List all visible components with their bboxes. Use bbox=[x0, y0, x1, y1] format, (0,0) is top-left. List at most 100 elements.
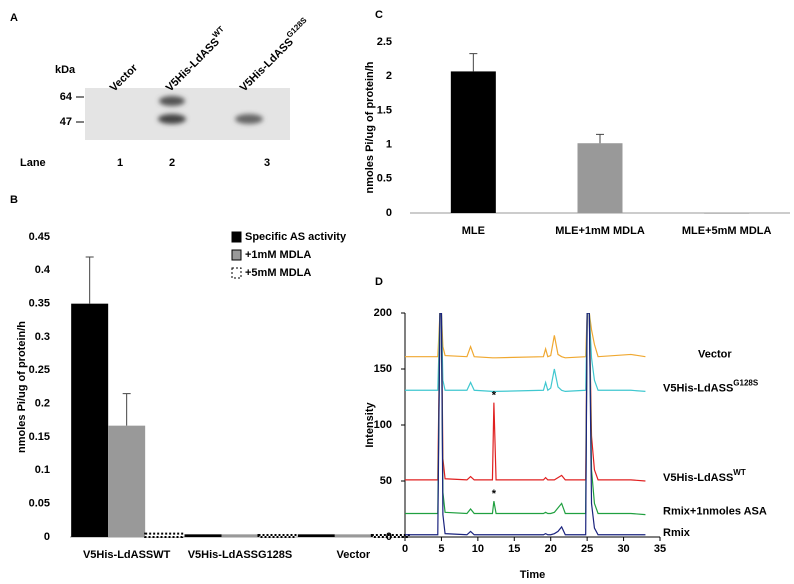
blot-band bbox=[235, 114, 263, 124]
y-tick-label: 0 bbox=[386, 207, 392, 219]
legend-label: +1mM MDLA bbox=[245, 249, 311, 261]
lane-title: Lane bbox=[20, 157, 46, 169]
unit-label: kDa bbox=[55, 64, 76, 76]
lane-number: 3 bbox=[264, 157, 270, 169]
legend-swatch bbox=[231, 249, 242, 261]
y-tick-label: 0.4 bbox=[35, 264, 51, 276]
y-tick-label: 2.5 bbox=[377, 36, 392, 48]
y-tick-label: 1 bbox=[386, 139, 392, 151]
error-bar bbox=[596, 133, 604, 144]
series-label: Vector bbox=[698, 349, 732, 361]
x-tick-label: 35 bbox=[654, 543, 666, 555]
annotation: * bbox=[492, 488, 497, 500]
lane-label-base: V5His-LdASS bbox=[164, 36, 222, 94]
bar bbox=[334, 534, 372, 537]
panel-label: C bbox=[375, 9, 383, 21]
lane-label-base: V5His-LdASS bbox=[238, 36, 296, 94]
y-tick-label: 50 bbox=[380, 475, 392, 487]
series-label-base: Vector bbox=[698, 349, 732, 361]
error-bar bbox=[469, 53, 478, 72]
y-tick-label: 1.5 bbox=[377, 104, 392, 116]
x-tick-label: 15 bbox=[508, 543, 520, 555]
series-label-base: Rmix bbox=[663, 527, 691, 539]
panel-label: B bbox=[10, 194, 18, 206]
legend-swatch bbox=[231, 231, 242, 243]
x-tick-label: V5His-LdASSWT bbox=[83, 549, 171, 561]
blot-band bbox=[159, 96, 185, 106]
x-axis-label: Time bbox=[520, 569, 545, 581]
series-label: V5His-LdASSWT bbox=[663, 468, 746, 484]
x-tick-label: 10 bbox=[472, 543, 484, 555]
y-tick-label: 200 bbox=[374, 307, 392, 319]
annotation: * bbox=[492, 390, 497, 402]
blot-membrane bbox=[85, 88, 290, 140]
x-tick-label: V5His-LdASSG128S bbox=[188, 549, 293, 561]
y-tick-label: 0.15 bbox=[29, 431, 50, 443]
y-tick-label: 0.35 bbox=[29, 298, 50, 310]
plot-area bbox=[405, 313, 646, 536]
y-axis-label: Intensity bbox=[364, 402, 376, 448]
x-tick-label: MLE bbox=[462, 225, 485, 237]
x-tick-label: 20 bbox=[545, 543, 557, 555]
y-tick-label: 0.5 bbox=[377, 173, 392, 185]
lane-label: V5His-LdASSG128S bbox=[235, 15, 314, 94]
series-label: Rmix+1nmoles ASA bbox=[663, 505, 767, 517]
series-label-sup: G128S bbox=[733, 378, 759, 387]
error-bar bbox=[85, 256, 94, 304]
y-tick-label: 0.05 bbox=[29, 498, 50, 510]
blot-band bbox=[158, 114, 186, 124]
y-tick-label: 0.2 bbox=[35, 398, 50, 410]
series-label-sup: WT bbox=[733, 468, 746, 477]
series-label: V5His-LdASSG128S bbox=[663, 378, 759, 394]
series-line bbox=[405, 313, 646, 536]
y-tick-label: 2 bbox=[386, 70, 392, 82]
panel-label: D bbox=[375, 276, 383, 288]
x-tick-label: MLE+5mM MDLA bbox=[682, 225, 772, 237]
bar bbox=[577, 143, 623, 213]
y-tick-label: 0.3 bbox=[35, 331, 50, 343]
x-tick-label: 25 bbox=[581, 543, 593, 555]
bar bbox=[297, 534, 335, 537]
legend-label: Specific AS activity bbox=[245, 231, 347, 243]
series-line bbox=[405, 313, 646, 393]
series-label: Rmix bbox=[663, 527, 691, 539]
y-tick-label: 100 bbox=[374, 419, 392, 431]
error-bar bbox=[122, 393, 131, 426]
y-axis-label: nmoles Pi/ug of protein/h bbox=[364, 61, 376, 193]
x-tick-label: 0 bbox=[402, 543, 408, 555]
y-tick-label: 0 bbox=[386, 531, 392, 543]
y-tick-label: 150 bbox=[374, 363, 392, 375]
bar bbox=[370, 534, 410, 538]
bar bbox=[71, 303, 109, 537]
series-label-base: Rmix+1nmoles ASA bbox=[663, 505, 767, 517]
lane-number: 1 bbox=[117, 157, 123, 169]
x-tick-label: MLE+1mM MDLA bbox=[555, 225, 645, 237]
legend-label: +5mM MDLA bbox=[245, 267, 311, 279]
bar bbox=[450, 71, 496, 213]
marker-label: 47 bbox=[60, 116, 72, 128]
x-tick-label: 30 bbox=[617, 543, 629, 555]
lane-label: V5His-LdASSWT bbox=[161, 24, 231, 94]
y-axis-label: nmoles Pi/ug of protein/h bbox=[16, 321, 28, 453]
series-label-base: V5His-LdASS bbox=[663, 382, 733, 394]
series-label-base: V5His-LdASS bbox=[663, 472, 733, 484]
x-tick-label: Vector bbox=[337, 549, 371, 561]
panel-label: A bbox=[10, 12, 18, 24]
bar bbox=[704, 212, 750, 214]
bar bbox=[257, 534, 297, 538]
series-line bbox=[405, 313, 646, 359]
bar bbox=[108, 425, 146, 537]
bar bbox=[144, 532, 184, 539]
x-tick-label: 5 bbox=[438, 543, 444, 555]
legend-swatch bbox=[231, 267, 242, 279]
bar bbox=[184, 534, 222, 537]
lane-label-sup: G128S bbox=[285, 15, 309, 39]
lane-number: 2 bbox=[169, 157, 175, 169]
y-tick-label: 0 bbox=[44, 531, 50, 543]
y-tick-label: 0.25 bbox=[29, 364, 50, 376]
y-tick-label: 0.45 bbox=[29, 231, 50, 243]
marker-label: 64 bbox=[60, 91, 73, 103]
y-tick-label: 0.1 bbox=[35, 464, 50, 476]
bar bbox=[221, 534, 259, 537]
